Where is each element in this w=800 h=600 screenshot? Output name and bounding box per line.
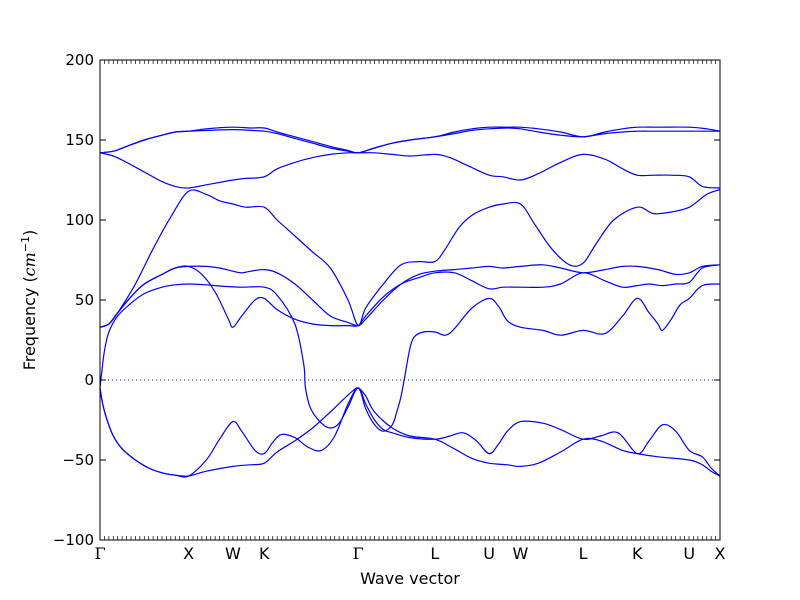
x-tick-label: X xyxy=(183,544,194,563)
x-tick-label: L xyxy=(579,544,588,563)
x-tick-label: Γ xyxy=(353,544,364,563)
y-tick-label: −50 xyxy=(62,451,94,469)
x-tick-label: W xyxy=(225,544,241,563)
x-tick-label: Γ xyxy=(94,544,105,563)
y-tick-label: 0 xyxy=(84,371,94,389)
x-tick-label: W xyxy=(513,544,529,563)
phonon-branch-3 xyxy=(99,283,721,432)
x-tick-label: L xyxy=(430,544,439,563)
y-axis: −100 −50 0 50 100 150 200 xyxy=(53,51,720,549)
phonon-branch-5 xyxy=(99,264,721,328)
x-tick-label: K xyxy=(632,544,643,563)
phonon-branch-6 xyxy=(99,189,721,328)
y-axis-title-unit: cm xyxy=(20,252,39,276)
y-tick-label: 100 xyxy=(65,211,94,229)
y-tick-label: 200 xyxy=(65,51,94,69)
x-tick-label: U xyxy=(483,544,495,563)
y-axis-title-close: ) xyxy=(20,230,39,236)
plot-frame xyxy=(99,59,721,541)
minor-ticks xyxy=(99,60,721,540)
y-axis-title: Frequency (cm−1) xyxy=(19,230,39,371)
phonon-branch-1 xyxy=(99,387,721,477)
x-axis-title: Wave vector xyxy=(360,569,460,588)
x-tick-label: X xyxy=(715,544,726,563)
phonon-branch-4 xyxy=(99,264,721,328)
x-tick-label: K xyxy=(259,544,270,563)
phonon-branch-2 xyxy=(99,387,721,478)
y-tick-label: −100 xyxy=(53,531,94,549)
x-tick-label: U xyxy=(683,544,695,563)
y-tick-label: 150 xyxy=(65,131,94,149)
phonon-branch-7 xyxy=(99,152,721,189)
y-axis-title-exponent: −1 xyxy=(19,236,32,252)
phonon-branch-9 xyxy=(99,126,721,154)
y-axis-title-text: Frequency ( xyxy=(20,276,39,370)
series-group xyxy=(99,126,721,478)
y-tick-label: 50 xyxy=(75,291,94,309)
